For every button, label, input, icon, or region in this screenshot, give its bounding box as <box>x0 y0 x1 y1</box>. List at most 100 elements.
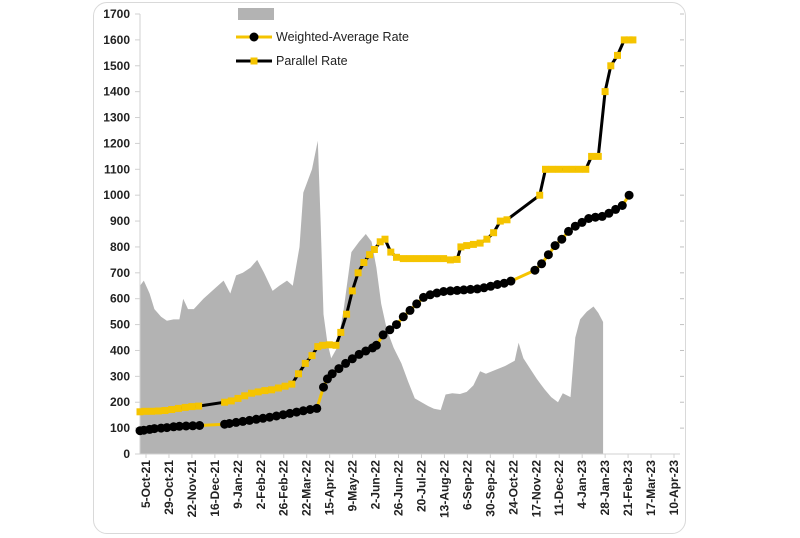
weighted-average-point <box>334 364 344 374</box>
parallel-rate-point <box>387 248 395 256</box>
weighted-average-point <box>231 417 241 427</box>
parallel-rate-point <box>420 255 427 263</box>
legend-weighted-label: Weighted-Average Rate <box>276 30 409 44</box>
x-tick-label: 16-Dec-21 <box>208 460 222 517</box>
weighted-average-point <box>181 421 191 431</box>
weighted-average-point <box>506 276 516 286</box>
weighted-average-point <box>238 416 248 426</box>
parallel-rate-point <box>148 407 155 415</box>
y-tick-label: 600 <box>110 292 130 306</box>
parallel-rate-point <box>154 407 162 415</box>
y-tick-label: 1700 <box>103 7 130 21</box>
weighted-average-point <box>265 412 275 422</box>
parallel-rate-point <box>496 217 504 225</box>
x-tick-label: 15-Apr-22 <box>323 460 337 516</box>
parallel-rate-point <box>548 165 556 173</box>
legend-parallel-marker <box>250 57 258 65</box>
parallel-rate-point <box>381 235 389 243</box>
parallel-rate-point <box>136 408 144 416</box>
axis-layer: 0 100 200 300 400 500 600 700 800 900 1000 1100 1200… <box>103 7 684 518</box>
weighted-average-point <box>611 204 621 214</box>
weighted-average-point <box>245 415 254 425</box>
weighted-average-point <box>174 421 184 431</box>
y-tick-label: 0 <box>123 447 130 461</box>
y-tick-label: 900 <box>110 214 130 228</box>
x-tick-label: 17-Mar-23 <box>644 460 658 516</box>
parallel-rate-point <box>319 341 327 349</box>
parallel-rate-point <box>393 253 400 261</box>
weighted-average-point <box>557 234 567 244</box>
weighted-average-point <box>492 280 502 289</box>
y-tick-label: 1300 <box>103 111 130 125</box>
y-tick-label: 1100 <box>104 162 130 176</box>
x-tick-label: 29-Oct-21 <box>162 460 176 515</box>
weighted-average-point <box>285 408 295 418</box>
weighted-average-point <box>466 284 475 294</box>
parallel-rate-point <box>181 403 189 411</box>
parallel-rate-point <box>629 36 637 44</box>
weighted-average-point <box>341 358 351 368</box>
parallel-rate-point <box>281 382 289 390</box>
parallel-rate-point <box>433 255 441 263</box>
weighted-average-point <box>479 283 489 293</box>
parallel-rate-point <box>457 243 465 251</box>
area-layer <box>140 140 604 455</box>
x-tick-label: 20-Jul-22 <box>414 460 428 512</box>
x-tick-label: 26-Jun-22 <box>392 460 406 516</box>
parallel-rate-point <box>503 216 511 224</box>
legend-parallel-label: Parallel Rate <box>276 54 348 68</box>
parallel-rate-point <box>376 238 384 246</box>
y-tick-label: 200 <box>110 395 130 409</box>
parallel-rate-point <box>332 341 340 349</box>
parallel-rate-point <box>141 407 149 415</box>
x-tick-label: 9-May-22 <box>346 460 360 512</box>
parallel-rate-point <box>490 229 498 237</box>
legend-area-swatch <box>238 8 274 20</box>
parallel-rate-point <box>625 36 633 44</box>
parallel-rate-point <box>354 269 362 277</box>
parallel-rate-point <box>161 407 169 414</box>
parallel-rate-point <box>440 255 448 263</box>
parallel-rate-point <box>594 152 602 160</box>
parallel-rate-point <box>168 406 176 413</box>
parallel-rate-point <box>221 398 229 406</box>
parallel-rate-point <box>234 394 242 402</box>
weighted-average-point <box>432 288 442 298</box>
parallel-rate-point <box>241 392 249 400</box>
parallel-rate-point <box>542 165 549 173</box>
x-tick-label: 24-Oct-22 <box>506 460 520 515</box>
x-tick-label: 6-Sep-22 <box>460 460 474 510</box>
weighted-average-point <box>604 208 614 218</box>
x-tick-label: 2-Jun-22 <box>369 460 383 510</box>
parallel-rate-point <box>343 310 351 318</box>
weighted-average-point <box>452 285 462 295</box>
x-tick-label: 26-Feb-22 <box>277 460 291 516</box>
parallel-rate-point <box>620 36 628 44</box>
y-tick-label: 100 <box>110 421 130 435</box>
parallel-rate-point <box>195 402 203 410</box>
weighted-average-point <box>590 212 600 222</box>
weighted-average-point <box>162 423 172 433</box>
x-tick-label: 10-Apr-23 <box>667 460 681 516</box>
x-tick-label: 5-Oct-21 <box>139 460 153 508</box>
weighted-average-point <box>392 320 401 330</box>
parallel-rate-point <box>261 387 269 395</box>
parallel-rate-point <box>370 246 378 253</box>
parallel-rate-point <box>227 397 235 405</box>
x-tick-label: 13-Aug-22 <box>437 460 451 518</box>
weighted-average-point <box>445 286 455 296</box>
weighted-average-point <box>537 259 547 269</box>
weighted-average-point <box>149 424 159 434</box>
parallel-rate-point <box>614 51 621 59</box>
parallel-rate-point <box>568 165 576 173</box>
x-tick-label: 28-Jan-23 <box>598 460 612 516</box>
weighted-average-point <box>577 217 587 227</box>
parallel-rate-point <box>588 152 596 160</box>
parallel-rate-point <box>254 388 262 396</box>
x-tick-label: 9-Jan-22 <box>231 460 245 509</box>
weighted-average-point <box>224 419 234 428</box>
weighted-average-point <box>564 226 573 236</box>
weighted-average-point <box>543 250 553 260</box>
parallel-rate-point <box>446 256 454 264</box>
weighted-average-point <box>347 354 357 364</box>
